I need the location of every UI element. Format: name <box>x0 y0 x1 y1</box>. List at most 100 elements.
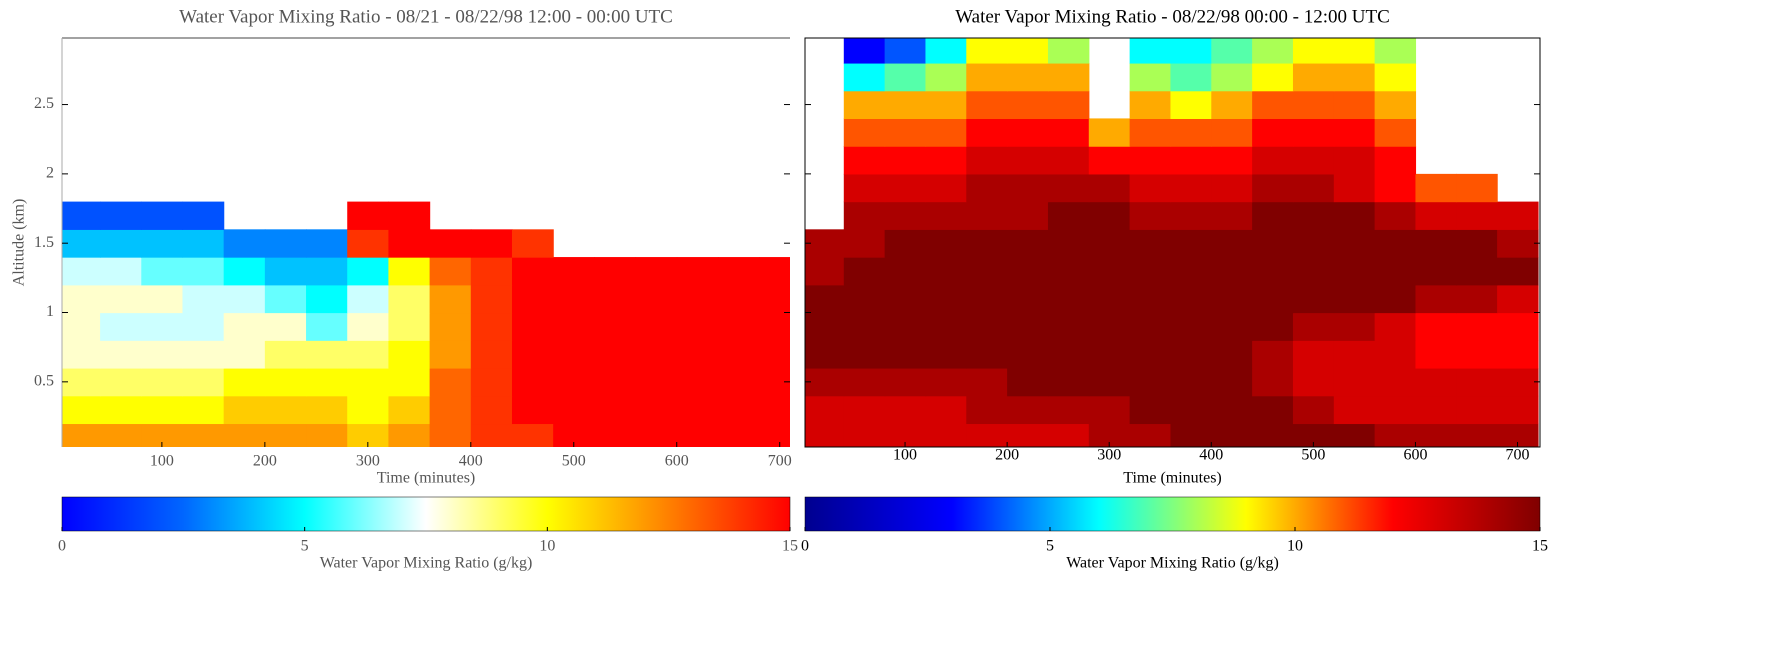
chart-title: Water Vapor Mixing Ratio - 08/21 - 08/22… <box>179 6 673 27</box>
heatmap-cell <box>470 284 513 314</box>
heatmap-cell <box>1252 201 1294 230</box>
heatmap-cell <box>1497 229 1539 258</box>
heatmap-cell <box>884 38 927 64</box>
heatmap-cell <box>1170 146 1212 175</box>
heatmap-cell <box>966 201 1008 230</box>
heatmap-cell <box>884 367 927 397</box>
heatmap-cell <box>347 229 390 258</box>
heatmap-cell <box>1047 257 1090 286</box>
heatmap-cell <box>676 284 719 314</box>
heatmap-cell <box>1129 367 1172 397</box>
heatmap-cell <box>1456 257 1498 286</box>
heatmap-cell <box>264 423 307 447</box>
heatmap-cell <box>1047 146 1090 175</box>
x-tick-label: 400 <box>1199 447 1223 464</box>
heatmap-cell <box>717 284 760 314</box>
y-tick-label: 0.5 <box>34 373 54 390</box>
heatmap-cell <box>141 201 184 230</box>
heatmap-cell <box>1170 90 1212 120</box>
heatmap-cell <box>100 312 142 341</box>
heatmap-cell <box>1211 90 1253 120</box>
heatmap-cell <box>1129 38 1172 64</box>
heatmap-cell <box>1170 173 1212 203</box>
colorbar-tick-label: 0 <box>801 538 809 555</box>
heatmap-cell <box>966 340 1008 369</box>
heatmap-cell <box>1374 90 1417 120</box>
heatmap-cell <box>884 173 927 203</box>
heatmap-cell <box>1374 38 1417 64</box>
heatmap-cell <box>966 90 1008 120</box>
heatmap-cell <box>1047 312 1090 341</box>
heatmap-cell <box>1129 146 1172 175</box>
heatmap-cell <box>966 423 1008 447</box>
heatmap-cell <box>1497 423 1539 447</box>
heatmap-cell <box>805 340 845 369</box>
heatmap-cell <box>1211 423 1253 447</box>
heatmap-cell <box>1292 90 1335 120</box>
y-tick-label: 2 <box>46 165 54 182</box>
heatmap-cell <box>759 395 790 425</box>
heatmap-cell <box>1007 146 1049 175</box>
heatmap-cell <box>347 257 390 286</box>
heatmap-cell <box>388 229 431 258</box>
heatmap-cell <box>884 395 927 425</box>
heatmap-cell <box>1252 395 1294 425</box>
heatmap-cell <box>1333 257 1376 286</box>
heatmap-cell <box>264 367 307 397</box>
heatmap-cell <box>1252 257 1294 286</box>
heatmap-cell <box>1374 340 1417 369</box>
heatmap-cell <box>1170 118 1212 147</box>
heatmap-cell <box>100 201 142 230</box>
heatmap-cell <box>1047 367 1090 397</box>
heatmap-cell <box>1292 146 1335 175</box>
heatmap-cell <box>264 257 307 286</box>
heatmap-cell <box>1170 367 1212 397</box>
heatmap-cell <box>223 284 266 314</box>
heatmap-cell <box>1088 340 1131 369</box>
heatmap-cell <box>759 257 790 286</box>
heatmap-cell <box>925 367 967 397</box>
heatmap-cell <box>1252 367 1294 397</box>
heatmap-cell <box>925 284 967 314</box>
heatmap-cell <box>1007 312 1049 341</box>
heatmap-cell <box>511 312 554 341</box>
heatmap-cell <box>62 229 101 258</box>
heatmap-cell <box>843 62 886 92</box>
heatmap-cell <box>223 395 266 425</box>
heatmap-cell <box>676 340 719 369</box>
x-axis-label: Time (minutes) <box>1123 470 1222 487</box>
heatmap-cell <box>635 423 678 447</box>
heatmap-cell <box>676 257 719 286</box>
heatmap-cell <box>429 312 472 341</box>
heatmap-cell <box>1374 312 1417 341</box>
heatmap-cell <box>62 284 101 314</box>
heatmap-cell <box>264 395 307 425</box>
heatmap-cell <box>1088 312 1131 341</box>
heatmap-cell <box>884 62 927 92</box>
heatmap-cell <box>388 395 431 425</box>
heatmap-cell <box>843 173 886 203</box>
heatmap-cell <box>676 395 719 425</box>
colorbar <box>804 496 1541 532</box>
heatmap-cell <box>717 257 760 286</box>
heatmap-cell <box>264 312 307 341</box>
heatmap-cell <box>388 284 431 314</box>
heatmap-cell <box>1374 146 1417 175</box>
heatmap-cell <box>1047 62 1090 92</box>
heatmap-cell <box>925 229 967 258</box>
heatmap-cell <box>884 423 927 447</box>
heatmap-cell <box>470 257 513 286</box>
heatmap-cell <box>347 312 390 341</box>
heatmap-cell <box>511 284 554 314</box>
heatmap-cell <box>594 423 637 447</box>
heatmap-cell <box>1292 395 1335 425</box>
heatmap-cell <box>1047 38 1090 64</box>
heatmap-cell <box>429 229 472 258</box>
heatmap-cell <box>635 257 678 286</box>
heatmap-cells <box>805 38 1539 447</box>
heatmap-cell <box>1170 62 1212 92</box>
heatmap-cell <box>759 312 790 341</box>
heatmap-cell <box>594 257 637 286</box>
